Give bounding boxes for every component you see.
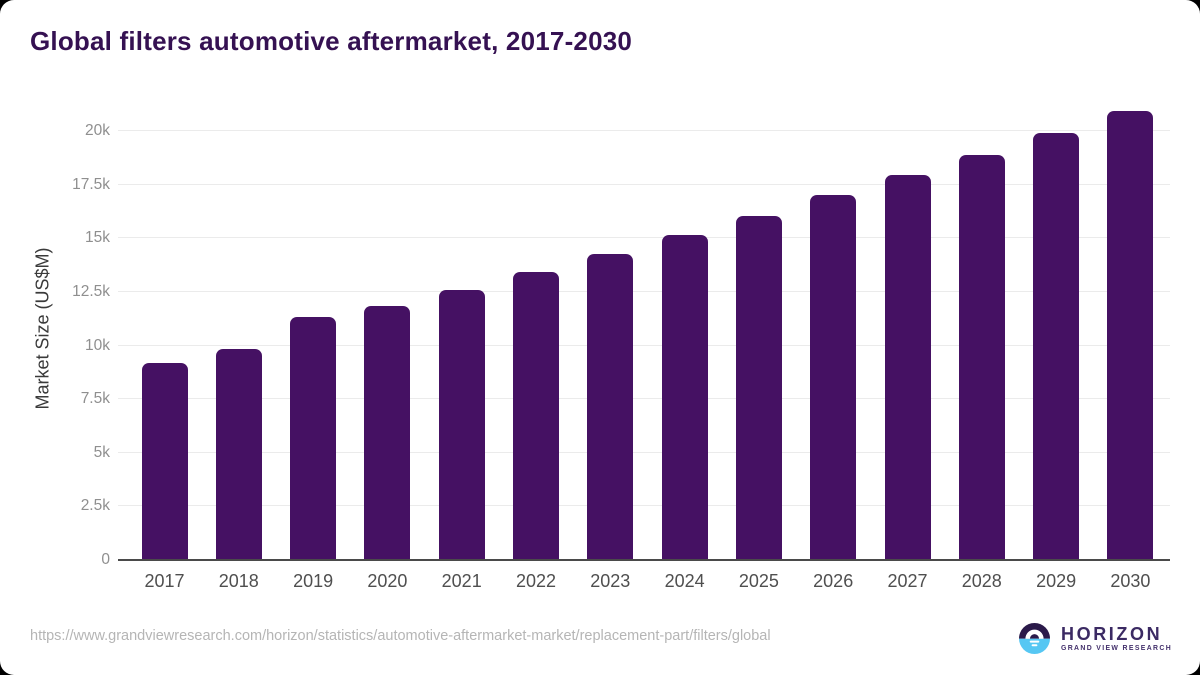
y-tick-label-15k: 15k (85, 229, 110, 247)
x-tick-label-2019: 2019 (293, 571, 334, 591)
horizon-logo: HORIZON GRAND VIEW RESEARCH (1019, 623, 1172, 654)
y-tick-label-7.5k: 7.5k (80, 390, 110, 408)
x-tick-label-2023: 2023 (590, 571, 631, 591)
gridline-5k (118, 451, 1170, 453)
bar-2020 (364, 306, 411, 560)
gridline-20k (118, 130, 1170, 131)
y-tick-label-0: 0 (101, 551, 110, 568)
bar-2026 (810, 194, 857, 560)
bar-2023 (587, 253, 634, 560)
gridline-15k (118, 237, 1170, 239)
y-tick-label-17.5k: 17.5k (72, 175, 110, 193)
bar-2029 (1033, 133, 1080, 560)
bar-2019 (290, 317, 337, 560)
x-tick-label-2026: 2026 (813, 571, 854, 591)
x-tick-label-2022: 2022 (515, 571, 557, 591)
gridline-7.5k (118, 398, 1170, 400)
bar-2024 (661, 234, 708, 560)
gridline-2.5k (118, 505, 1170, 507)
gridline-10k (118, 344, 1170, 346)
horizon-logo-name: HORIZON (1061, 624, 1163, 644)
y-tick-label-5k: 5k (93, 443, 110, 461)
x-tick-label-2028: 2028 (961, 571, 1002, 591)
horizon-logo-subtitle: GRAND VIEW RESEARCH (1061, 645, 1173, 652)
x-tick-label-2027: 2027 (887, 571, 928, 591)
x-tick-label-2024: 2024 (664, 571, 705, 591)
y-tick-label-2.5k: 2.5k (80, 497, 110, 515)
horizon-logo-icon (1019, 623, 1050, 654)
bar-2018 (215, 348, 262, 560)
x-axis-line (118, 559, 1170, 561)
bar-2030 (1107, 110, 1154, 560)
page-title: Global filters automotive aftermarket, 2… (30, 26, 633, 56)
y-tick-label-20k: 20k (85, 122, 110, 139)
x-tick-label-2018: 2018 (218, 571, 259, 591)
y-tick-label-10k: 10k (85, 336, 110, 354)
gridline-17.5k (118, 183, 1170, 185)
horizon-logo-text: HORIZON GRAND VIEW RESEARCH (1061, 625, 1172, 652)
gridline-12.5k (118, 290, 1170, 292)
bar-2017 (141, 363, 188, 560)
source-url: https://www.grandviewresearch.com/horizo… (30, 628, 771, 644)
bar-2022 (513, 271, 559, 560)
y-tick-label-12.5k: 12.5k (72, 282, 110, 300)
bar-2025 (735, 215, 782, 560)
x-tick-label-2021: 2021 (441, 571, 482, 591)
bar-2021 (438, 290, 485, 560)
x-tick-label-2020: 2020 (367, 571, 408, 591)
bar-2027 (884, 174, 931, 560)
bar-2028 (958, 154, 1005, 560)
plot-area (118, 95, 1170, 561)
x-tick-label-2017: 2017 (144, 571, 185, 591)
x-tick-label-2029: 2029 (1036, 571, 1077, 591)
x-tick-label-2030: 2030 (1110, 571, 1151, 591)
x-tick-label-2025: 2025 (738, 571, 779, 591)
